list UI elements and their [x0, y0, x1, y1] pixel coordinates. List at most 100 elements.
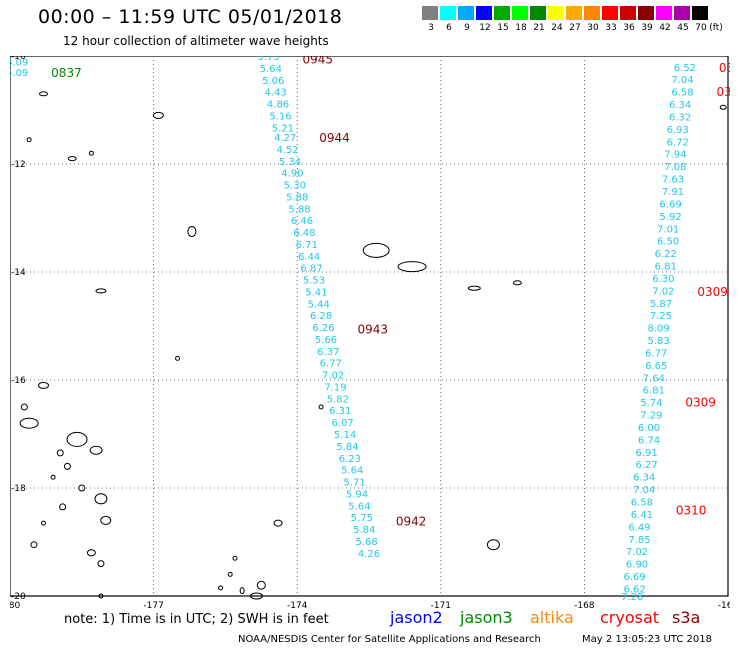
- colorbar-swatch: [422, 6, 438, 20]
- island-outline: [38, 381, 50, 389]
- wave-height-value: 5.84: [336, 442, 358, 453]
- wave-height-value: 6.26: [312, 323, 334, 334]
- title: 00:00 – 11:59 UTC 05/01/2018: [38, 6, 343, 28]
- wave-height-value: 6.69: [659, 199, 681, 210]
- track-time-label: 0837: [51, 66, 82, 80]
- wave-height-value: 5.09: [10, 57, 28, 68]
- island-outline: [94, 493, 108, 505]
- wave-height-value: 6.93: [667, 125, 689, 136]
- wave-height-value: 5.88: [288, 204, 310, 215]
- wave-height-value: 5.75: [351, 513, 373, 524]
- island-outline: [98, 593, 104, 599]
- wave-height-value: 7.01: [657, 224, 679, 235]
- wave-height-value: 7.02: [322, 371, 344, 382]
- island-outline: [250, 592, 264, 600]
- island-outline: [63, 462, 71, 470]
- colorbar-unit: (ft): [709, 23, 723, 33]
- y-tick-label: -12: [11, 160, 26, 170]
- wave-height-value: 6.77: [320, 359, 342, 370]
- island-outline: [100, 515, 112, 525]
- wave-height-value: 6.58: [671, 88, 693, 99]
- wave-height-value: 6.77: [645, 348, 667, 359]
- wave-height-value: 6.58: [631, 498, 653, 509]
- colorbar-swatch: [566, 6, 582, 20]
- island-outline: [20, 403, 28, 411]
- colorbar-swatch: [602, 6, 618, 20]
- wave-height-value: 7.02: [652, 286, 674, 297]
- wave-height-value: 6.87: [300, 264, 322, 275]
- island-outline: [95, 288, 107, 294]
- legend-s3a: s3a: [672, 608, 701, 627]
- wave-height-value: 5.74: [640, 398, 662, 409]
- y-tick-label: -16: [11, 376, 26, 386]
- wave-height-value: 5.94: [346, 489, 368, 500]
- legend-jason3: jason3: [460, 608, 513, 627]
- wave-height-value: 4.86: [267, 100, 289, 111]
- wave-height-value: 6.81: [643, 386, 665, 397]
- island-outline: [88, 150, 94, 156]
- island-outline: [89, 445, 103, 455]
- wave-height-value: 7.08: [664, 162, 686, 173]
- track-time-label: 0307: [719, 61, 730, 75]
- x-tick-label: -174: [287, 601, 308, 608]
- wave-height-value: 6.34: [633, 473, 655, 484]
- island-outline: [41, 520, 47, 526]
- wave-height-value: 6.27: [635, 460, 657, 471]
- wave-height-value: 7.63: [662, 175, 684, 186]
- colorbar-swatch: [440, 6, 456, 20]
- colorbar-label: 27: [569, 23, 581, 33]
- wave-height-value: 6.44: [298, 252, 320, 263]
- x-tick-label: -177: [143, 601, 163, 608]
- wave-height-value: 6.41: [631, 510, 653, 521]
- track-time-label: 0310: [676, 504, 707, 518]
- island-outline: [232, 555, 238, 561]
- island-outline: [719, 104, 727, 110]
- wave-height-value: 6.46: [291, 216, 313, 227]
- wave-height-value: 6.69: [624, 572, 646, 583]
- wave-height-value: 4.90: [281, 169, 303, 180]
- wave-height-value: 5.21: [272, 123, 294, 134]
- wave-height-value: 6.72: [667, 137, 689, 148]
- wave-height-value: 5.53: [303, 276, 325, 287]
- x-tick-label: -168: [574, 601, 595, 608]
- legend-cryosat: cryosat: [600, 608, 660, 627]
- wave-height-value: 5.71: [344, 478, 366, 489]
- colorbar-label: 45: [677, 23, 689, 33]
- wave-height-value: 6.32: [669, 112, 691, 123]
- wave-height-value: 7.19: [324, 382, 346, 393]
- island-outline: [59, 503, 67, 511]
- track-time-label: 0943: [358, 323, 389, 337]
- colorbar-label: 42: [659, 23, 671, 33]
- subtitle: 12 hour collection of altimeter wave hei…: [63, 34, 329, 48]
- wave-height-value: 6.34: [669, 100, 691, 111]
- wave-height-value: 5.88: [286, 192, 308, 203]
- wave-height-value: 6.48: [293, 228, 315, 239]
- island-outline: [318, 404, 324, 410]
- island-outline: [256, 580, 266, 590]
- wave-height-value: 5.64: [260, 64, 282, 75]
- colorbar-swatch: [476, 6, 492, 20]
- track-time-label: 0944: [319, 131, 350, 145]
- colorbar-label: 18: [515, 23, 527, 33]
- credit: NOAA/NESDIS Center for Satellite Applica…: [238, 634, 541, 645]
- wave-height-value: 5.30: [284, 181, 306, 192]
- colorbar-label: 24: [551, 23, 563, 33]
- colorbar-swatch: [584, 6, 600, 20]
- island-outline: [512, 280, 522, 286]
- wave-height-value: 7.04: [633, 485, 655, 496]
- wave-height-value: 5.06: [262, 76, 284, 87]
- wave-height-value: 5.82: [327, 394, 349, 405]
- island-outline: [486, 539, 500, 551]
- island-outline: [19, 417, 39, 429]
- track-time-label: 0309: [697, 285, 728, 299]
- wave-height-value: 6.74: [638, 435, 660, 446]
- x-tick-label: -180: [10, 601, 20, 608]
- x-tick-label: -171: [431, 601, 451, 608]
- wave-height-value: 5.66: [315, 335, 337, 346]
- wave-height-value: 5.83: [647, 336, 669, 347]
- wave-height-value: 7.94: [664, 150, 686, 161]
- island-outline: [56, 449, 64, 457]
- wave-height-value: 7.25: [650, 311, 672, 322]
- wave-height-value: 5.44: [308, 299, 330, 310]
- wave-height-value: 6.31: [329, 406, 351, 417]
